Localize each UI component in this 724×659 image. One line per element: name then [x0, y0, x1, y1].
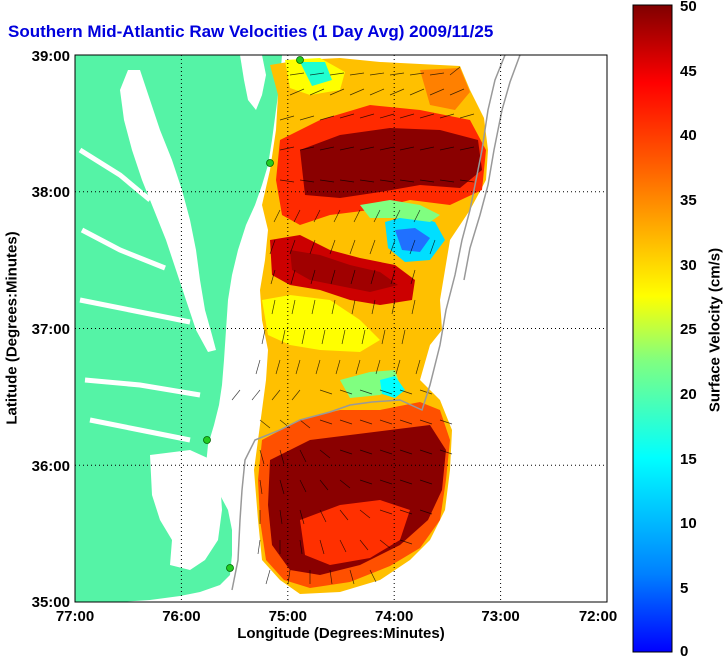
x-tick-label: 76:00: [162, 608, 200, 625]
colorbar-tick-label: 50: [680, 0, 697, 15]
colorbar-ticks: 50 45 40 35 30 25 20 15 10 5 0: [680, 0, 697, 659]
pamlico-sound: [150, 450, 222, 570]
radar-station-marker: [226, 564, 234, 572]
delaware-bay: [240, 55, 266, 110]
colorbar-tick-label: 10: [680, 515, 697, 532]
radar-station-marker: [266, 159, 274, 167]
colorbar-tick-label: 35: [680, 192, 697, 209]
colorbar-tick-label: 45: [680, 63, 697, 80]
x-tick-label: 75:00: [269, 608, 307, 625]
x-axis-ticks: 77:00 76:00 75:00 74:00 73:00 72:00: [56, 608, 617, 625]
x-tick-label: 74:00: [375, 608, 413, 625]
colorbar: [632, 4, 673, 653]
y-tick-label: 38:00: [32, 184, 70, 201]
x-tick-label: 73:00: [481, 608, 519, 625]
radar-station-marker: [296, 56, 304, 64]
colorbar-tick-label: 25: [680, 321, 697, 338]
colorbar-tick-label: 5: [680, 580, 688, 597]
y-tick-label: 35:00: [32, 594, 70, 611]
plot-frame: [74, 54, 608, 603]
bathymetry-contour-2: [463, 55, 521, 281]
map-title: Southern Mid-Atlantic Raw Velocities (1 …: [8, 22, 496, 41]
x-tick-label: 77:00: [56, 608, 94, 625]
rivers: [78, 147, 201, 443]
radar-station-marker: [203, 436, 211, 444]
current-vectors: [231, 66, 475, 585]
colorbar-tick-label: 15: [680, 451, 697, 468]
land-mass: [75, 55, 282, 602]
x-axis-label: Longitude (Degrees:Minutes): [237, 625, 445, 642]
y-tick-label: 39:00: [32, 48, 70, 65]
colorbar-tick-label: 0: [680, 643, 688, 659]
radar-stations: [203, 56, 304, 572]
y-tick-label: 37:00: [32, 321, 70, 338]
y-axis-ticks: 39:00 38:00 37:00 36:00 35:00: [32, 48, 70, 611]
chesapeake-bay: [120, 70, 216, 352]
x-tick-label: 72:00: [579, 608, 617, 625]
grid-lines: [75, 55, 607, 602]
colorbar-tick-label: 20: [680, 386, 697, 403]
colorbar-tick-label: 40: [680, 127, 697, 144]
bathymetry-contour: [231, 55, 506, 591]
colorbar-tick-label: 30: [680, 257, 697, 274]
y-tick-label: 36:00: [32, 458, 70, 475]
